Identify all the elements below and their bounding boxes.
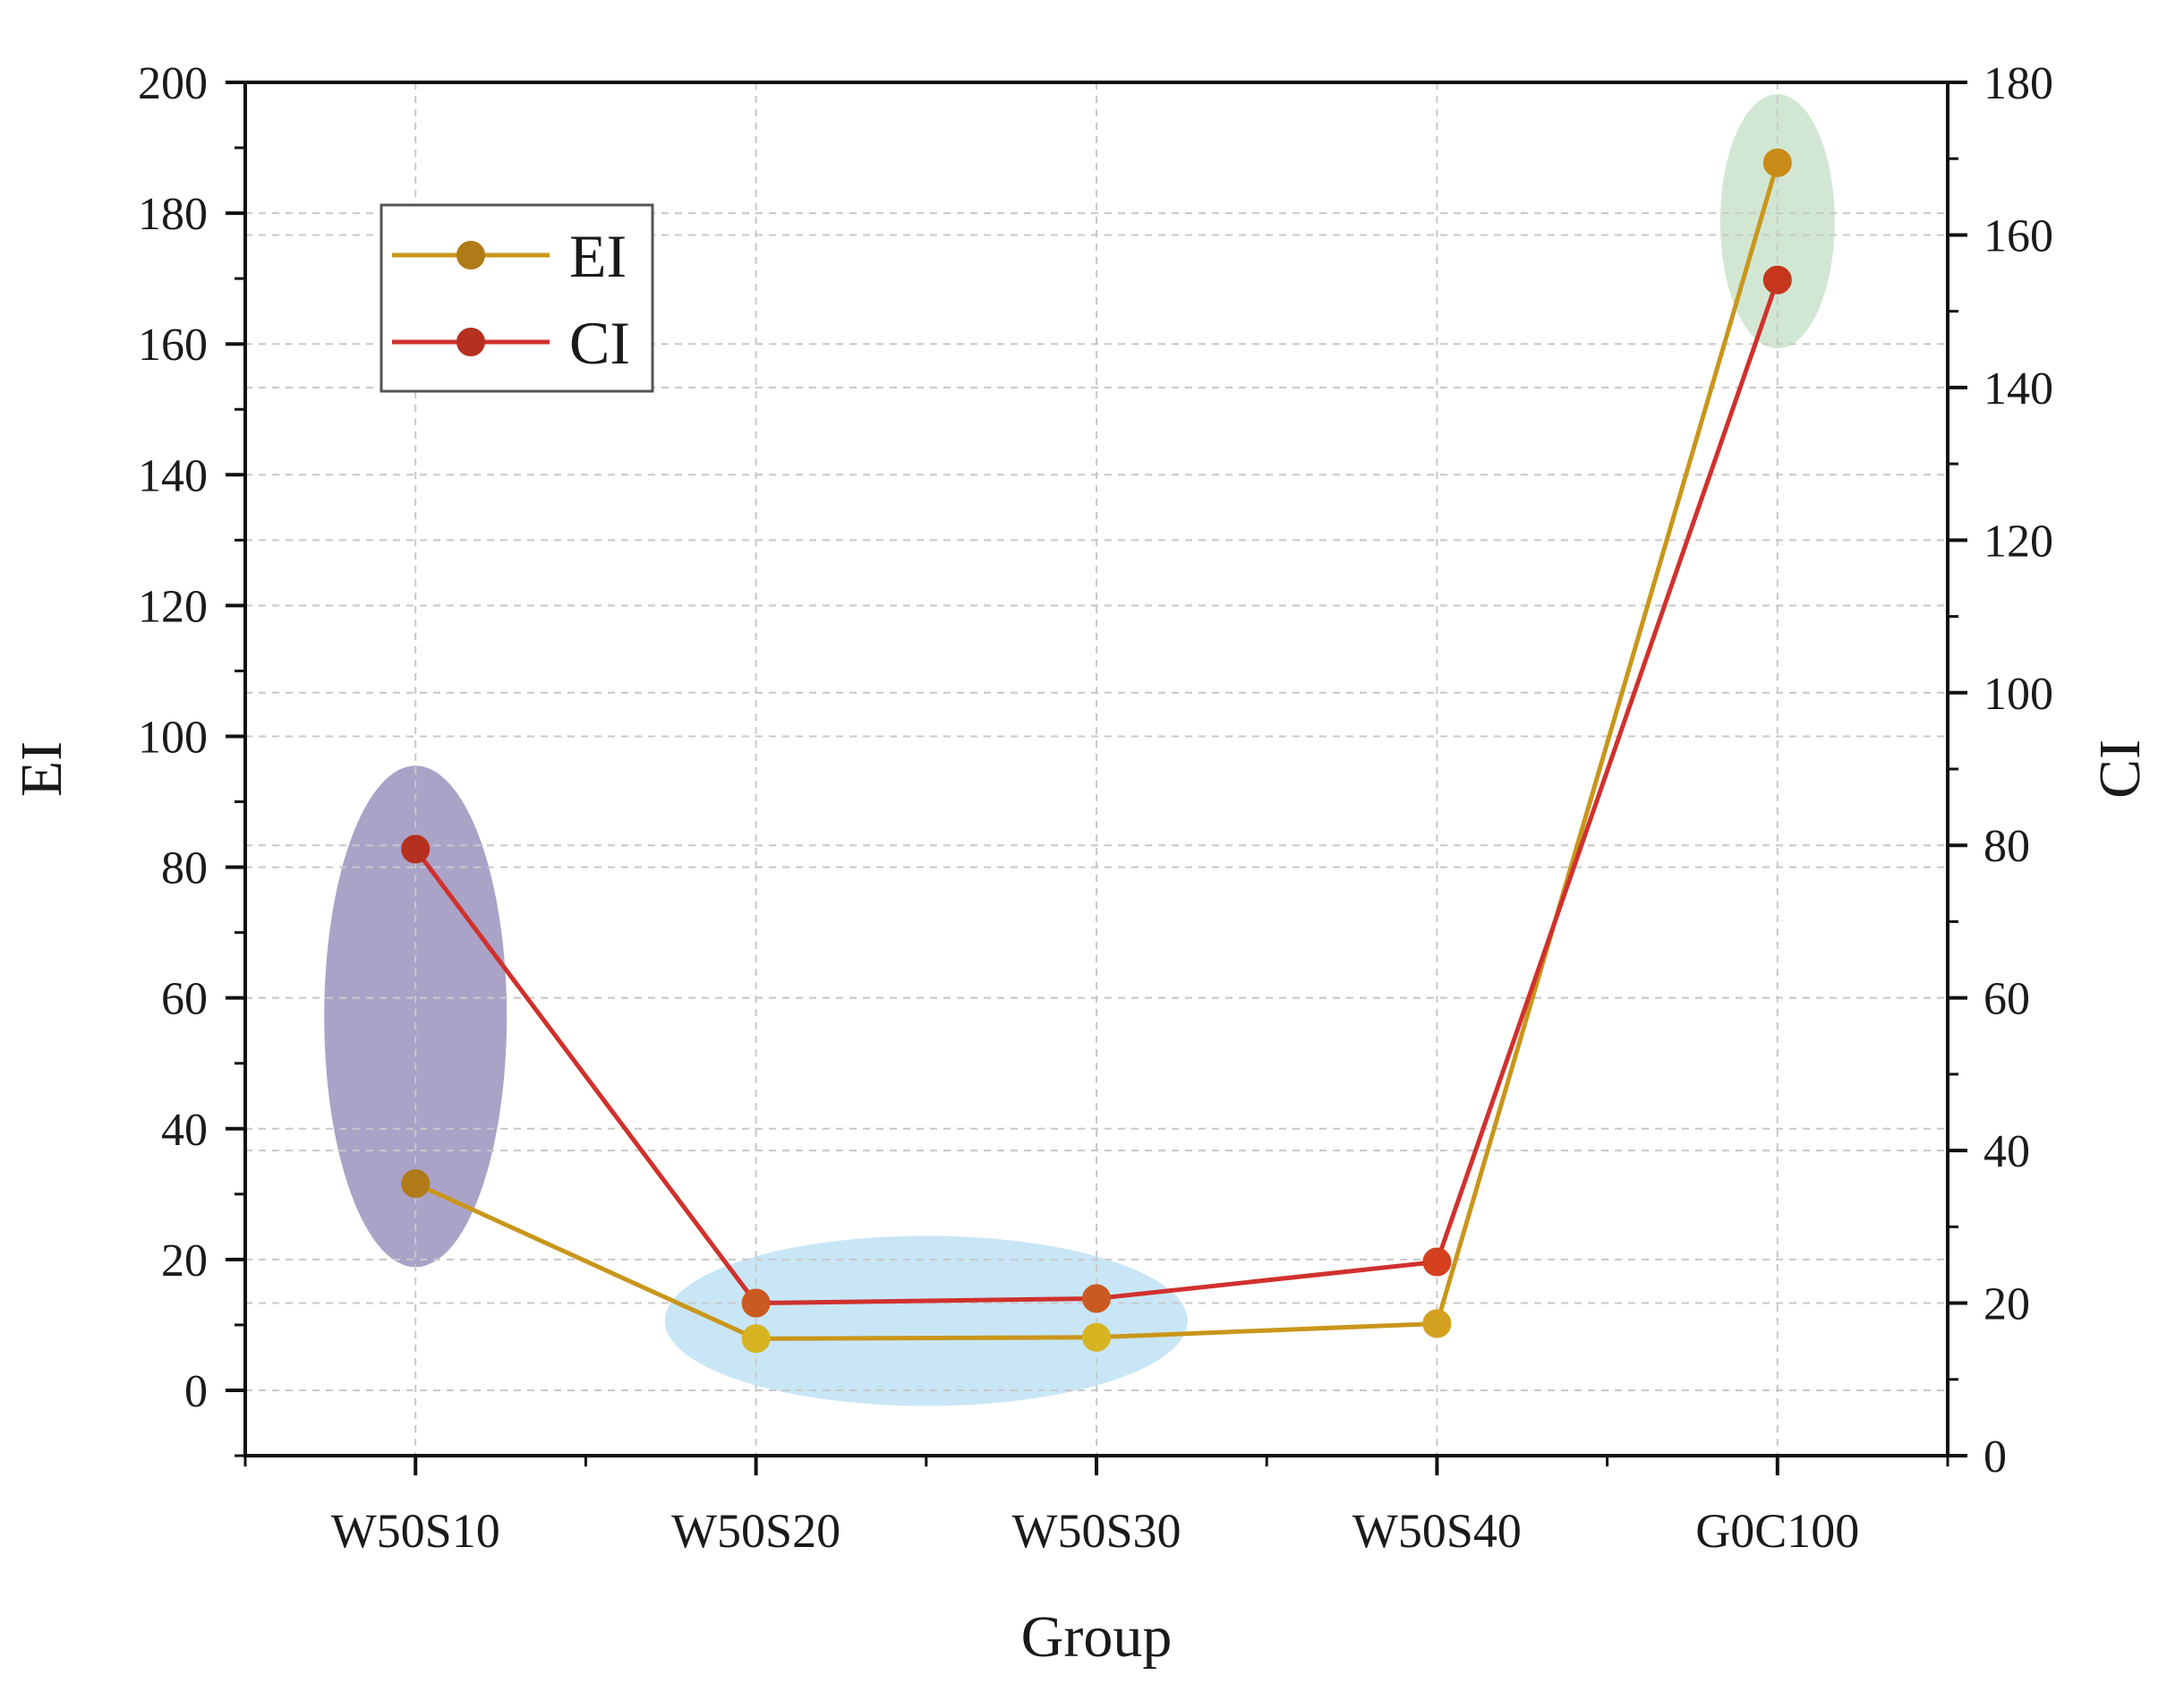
highlight-ellipses [324,94,1835,1406]
x-tick-label: G0C100 [1695,1504,1859,1558]
y-tick-label-right: 140 [1984,363,2053,415]
y-tick-label-left: 0 [184,1366,208,1417]
y-axis-label-left: EI [9,741,74,797]
data-point-ei [1762,148,1792,177]
legend-label-ci: CI [569,309,630,377]
y-tick-label-left: 20 [161,1235,208,1286]
y-tick-label-left: 200 [138,58,208,109]
y-tick-label-left: 60 [161,974,208,1025]
y-tick-label-right: 160 [1984,210,2053,261]
y-tick-label-right: 20 [1984,1279,2030,1330]
y-tick-label-right: 120 [1984,516,2053,567]
highlight-w50s20-w50s30 [664,1235,1188,1406]
axes: 0 20 40 60 80 100 120 140 160 180 200 0 20 40 60 80 100 1… [138,58,2053,1558]
legend-marker-ei [456,241,485,269]
data-point-ci [401,834,431,864]
y-tick-label-right: 180 [1984,58,2053,109]
legend-marker-ci [456,328,485,356]
data-point-ei [1082,1322,1111,1352]
x-tick-label: W50S30 [1012,1504,1182,1558]
legend-box [380,203,654,393]
x-tick-label: W50S40 [1352,1504,1522,1558]
y-tick-label-right: 40 [1984,1126,2030,1177]
x-axis-label: Group [1021,1604,1173,1670]
y-tick-label-right: 0 [1984,1432,2007,1483]
legend-label-ei: EI [569,222,627,290]
data-point-ei [741,1324,771,1354]
data-point-ci [741,1288,771,1318]
data-point-ci [1082,1284,1111,1313]
data-point-ci [1762,265,1792,295]
series-layer [401,148,1792,1354]
data-point-ci [1422,1247,1452,1277]
y-tick-label-left: 40 [161,1105,208,1156]
y-tick-label-left: 160 [138,320,208,371]
data-point-ei [401,1169,431,1199]
data-point-ei [1422,1309,1452,1338]
highlight-w50s10 [324,765,508,1268]
y-axis-label-right: CI [2087,739,2153,799]
y-tick-label-left: 120 [138,581,208,632]
y-tick-label-left: 80 [161,843,208,894]
y-tick-label-right: 80 [1984,821,2030,872]
y-tick-label-right: 60 [1984,974,2030,1025]
y-tick-label-right: 100 [1984,669,2053,720]
y-tick-label-left: 180 [138,189,208,240]
legend: EI CI [380,203,654,393]
y-tick-label-left: 100 [138,712,208,763]
x-tick-label: W50S10 [331,1504,500,1558]
x-tick-label: W50S20 [671,1504,840,1558]
y-tick-label-left: 140 [138,450,208,501]
